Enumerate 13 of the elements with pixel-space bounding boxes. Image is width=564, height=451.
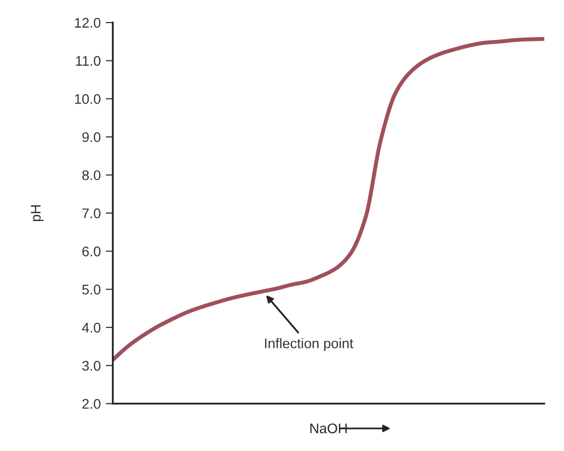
y-tick-label: 3.0: [82, 360, 100, 371]
y-tick-label: 8.0: [82, 170, 100, 180]
y-tick-label: 9.0: [82, 132, 100, 142]
annotation: Inflection point: [265, 338, 354, 352]
y-tick-label: 2.0: [82, 398, 100, 409]
y-tick-label: 4.0: [82, 322, 100, 333]
y-axis-title: pH: [30, 205, 44, 222]
y-tick-label: 7.0: [82, 208, 100, 218]
y-tick-label: 6.0: [82, 246, 100, 256]
y-tick-label: 5.0: [82, 284, 100, 294]
y-tick-label: 10.0: [75, 94, 100, 104]
y-tick-label: 11.0: [76, 56, 100, 66]
y-tick-label: 12.0: [75, 18, 100, 28]
